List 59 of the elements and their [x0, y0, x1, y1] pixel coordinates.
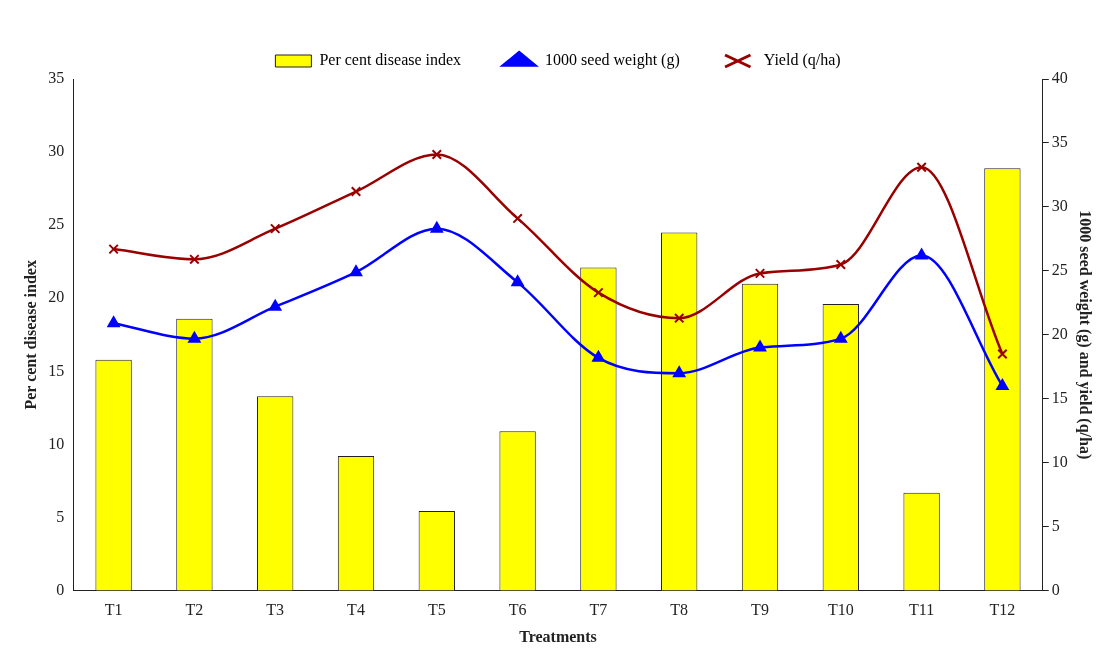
y2-tick-label: 10: [1051, 452, 1068, 470]
point: [269, 223, 281, 234]
point: [834, 331, 847, 343]
x-tick-label: T7: [589, 601, 608, 619]
y-tick-label: 25: [48, 215, 65, 233]
y-tick-label: 30: [48, 142, 65, 160]
point: [915, 248, 928, 260]
point: [188, 331, 201, 343]
legend-label: Yield (q/ha): [763, 51, 841, 70]
point: [996, 378, 1009, 390]
point: [754, 268, 766, 279]
x-tick-label: T9: [751, 601, 769, 619]
x-tick-label: T1: [104, 601, 123, 619]
legend-label: Per cent disease index: [319, 51, 462, 69]
y2-tick-label: 40: [1051, 69, 1068, 87]
point: [269, 299, 282, 311]
point: [673, 312, 685, 324]
y2-tick-label: 20: [1051, 325, 1068, 342]
y2-tick-label: 0: [1051, 580, 1060, 598]
point: [107, 316, 120, 328]
x-axis-title: Treatments: [519, 627, 597, 645]
point: [593, 287, 604, 298]
point: [835, 259, 847, 270]
point: [753, 340, 767, 352]
point: [189, 254, 200, 265]
y2-tick-label: 35: [1051, 133, 1068, 151]
x-tick-label: T6: [508, 601, 527, 619]
y-tick-label: 15: [48, 361, 65, 379]
x-tick-label: T8: [670, 601, 689, 619]
x-tick-label: T3: [266, 601, 285, 619]
x-tick-label: T12: [989, 601, 1016, 619]
x-tick-label: T5: [427, 601, 446, 619]
x-tick-label: T4: [347, 601, 365, 619]
legend-label: 1000 seed weight (g): [545, 51, 680, 70]
x-tick-label: T2: [185, 601, 204, 619]
point: [512, 213, 523, 224]
x-tick-label: T10: [827, 601, 854, 619]
y-tick-label: 20: [48, 288, 65, 306]
y-tick-label: 0: [56, 580, 65, 598]
y2-tick-label: 30: [1051, 197, 1068, 215]
y-axis-title: Per cent disease index: [21, 260, 39, 410]
point: [673, 366, 686, 378]
x-tick-label: T11: [909, 601, 935, 619]
point: [431, 149, 443, 160]
point: [350, 186, 362, 197]
point: [430, 221, 443, 233]
point: [916, 162, 927, 173]
point: [108, 243, 119, 255]
y2-tick-label: 15: [1051, 388, 1068, 406]
point: [511, 275, 524, 287]
point: [997, 348, 1008, 360]
y-tick-label: 5: [56, 507, 65, 525]
point: [349, 265, 363, 277]
y2-tick-label: 5: [1051, 516, 1060, 534]
y2-tick-label: 25: [1051, 261, 1068, 279]
y-tick-label: 35: [48, 69, 65, 87]
y-tick-label: 10: [48, 434, 65, 452]
point: [592, 350, 605, 362]
y2-axis-title: 1000 seed weight (g) and yield (q/ha): [1076, 210, 1095, 460]
